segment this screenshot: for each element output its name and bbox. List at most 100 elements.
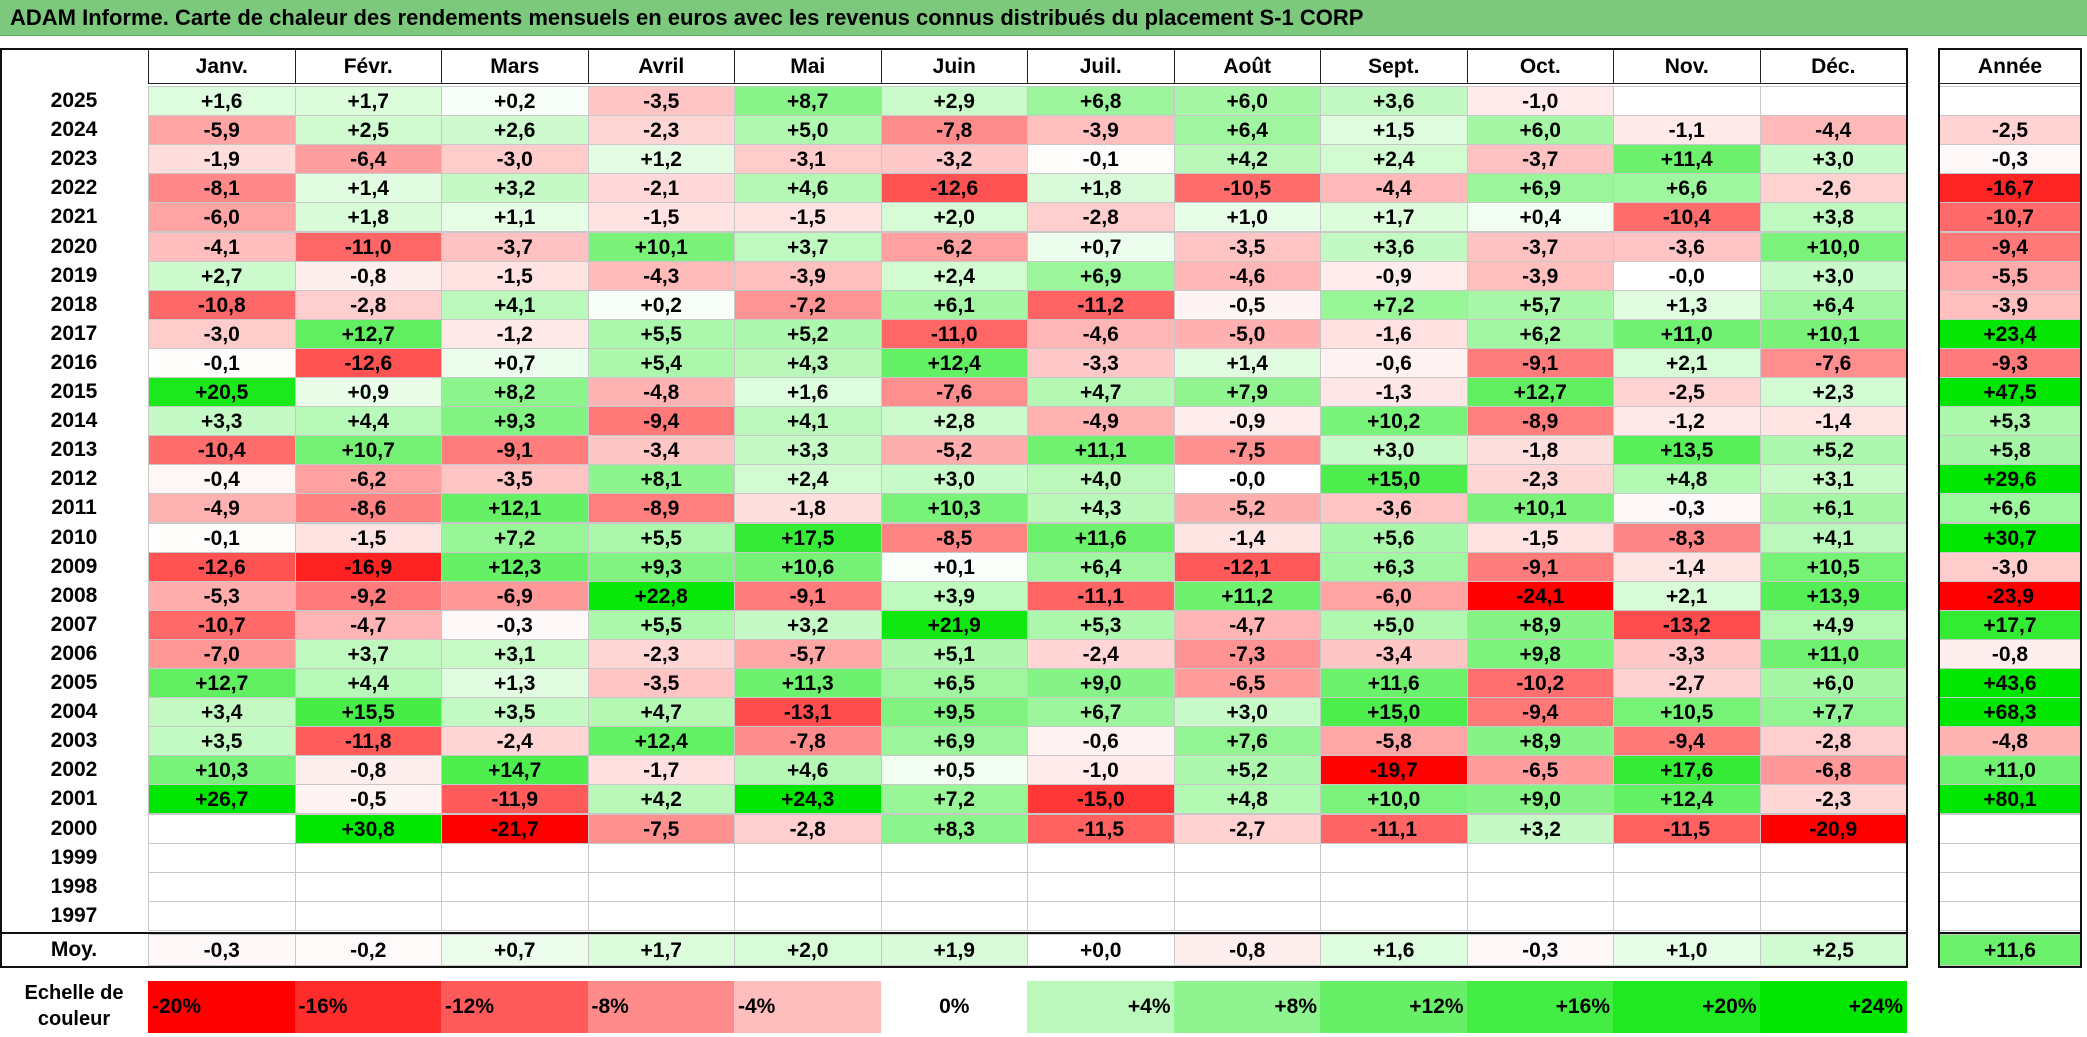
year-label: 2020 <box>50 234 98 258</box>
color-scale-step: +4% <box>1027 981 1175 1033</box>
heatmap-cell: +6,0 <box>1466 115 1614 146</box>
heatmap-cell: -11,5 <box>1613 813 1761 844</box>
heatmap-cell: +1,0 <box>1173 202 1321 233</box>
heatmap-cell: +3,0 <box>1759 144 1907 175</box>
heatmap-cell: -0,5 <box>1173 289 1321 320</box>
heatmap-cell: -1,7 <box>587 755 735 786</box>
heatmap-cell: -3,7 <box>441 231 589 262</box>
average-label: Moy. <box>50 938 98 961</box>
heatmap-cell: +1,4 <box>294 173 442 204</box>
heatmap-cell: -4,7 <box>294 609 442 640</box>
heatmap-cell: -12,6 <box>148 551 296 582</box>
heatmap-cell: +4,6 <box>734 173 882 204</box>
heatmap-cell <box>1759 900 1907 931</box>
heatmap-cell: +0,7 <box>441 347 589 378</box>
heatmap-cell: -2,6 <box>1759 173 1907 204</box>
heatmap-cell: -1,1 <box>1613 115 1761 146</box>
heatmap-cell <box>734 871 882 902</box>
heatmap-cell: -3,6 <box>1320 493 1468 524</box>
color-scale-step: +20% <box>1613 981 1761 1033</box>
heatmap-cell <box>1759 842 1907 873</box>
heatmap-cell <box>1027 871 1175 902</box>
heatmap-cell: -24,1 <box>1466 580 1614 611</box>
heatmap-cell: -10,4 <box>148 435 296 466</box>
heatmap-cell: +13,5 <box>1613 435 1761 466</box>
heatmap-cell: +4,7 <box>587 697 735 728</box>
heatmap-cell: -10,7 <box>148 609 296 640</box>
year-label: 2011 <box>51 496 97 520</box>
heatmap-cell: +11,0 <box>1613 318 1761 349</box>
heatmap-cell: -5,7 <box>734 638 882 669</box>
heatmap-cell: -2,7 <box>1613 668 1761 699</box>
heatmap-cell: +7,7 <box>1759 697 1907 728</box>
heatmap-cell: +3,0 <box>880 464 1028 495</box>
heatmap-cell: -3,2 <box>880 144 1028 175</box>
heatmap-cell <box>1027 900 1175 931</box>
heatmap-cell: -3,4 <box>587 435 735 466</box>
heatmap-cell: -6,0 <box>1320 580 1468 611</box>
heatmap-cell: -1,8 <box>1466 435 1614 466</box>
heatmap-cell: +10,5 <box>1613 697 1761 728</box>
year-label: 2015 <box>50 380 98 403</box>
year-column-header: Année <box>1938 48 2082 84</box>
color-scale-step: +8% <box>1173 981 1321 1033</box>
heatmap-cell: +10,2 <box>1320 406 1468 437</box>
annual-cell: -0,3 <box>1938 144 2082 175</box>
heatmap-cell: +11,0 <box>1759 638 1907 669</box>
heatmap-cell: -2,7 <box>1173 813 1321 844</box>
heatmap-cell: +3,0 <box>1173 697 1321 728</box>
heatmap-cell: -6,0 <box>148 202 296 233</box>
heatmap-cell: +4,0 <box>1027 464 1175 495</box>
heatmap-cell: -11,5 <box>1027 813 1175 844</box>
heatmap-cell: +1,8 <box>1027 173 1175 204</box>
heatmap-cell: +12,7 <box>148 668 296 699</box>
page-title: ADAM Informe. Carte de chaleur des rende… <box>0 0 2087 36</box>
heatmap-cell: -9,4 <box>1613 726 1761 757</box>
annual-cell: -5,5 <box>1938 260 2082 291</box>
annual-cell: +17,7 <box>1938 609 2082 640</box>
heatmap-cell: +2,6 <box>441 115 589 146</box>
heatmap-cell: +6,3 <box>1320 551 1468 582</box>
heatmap-cell: -2,4 <box>1027 638 1175 669</box>
heatmap-cell: +7,2 <box>441 522 589 553</box>
heatmap-cell: -8,5 <box>880 522 1028 553</box>
heatmap-cell: -3,1 <box>734 144 882 175</box>
annual-cell: +30,7 <box>1938 522 2082 553</box>
heatmap-cell: +5,4 <box>587 347 735 378</box>
year-label: 1998 <box>50 874 98 898</box>
heatmap-cell: +3,1 <box>441 638 589 669</box>
heatmap-cell: +12,3 <box>441 551 589 582</box>
heatmap-cell: +7,2 <box>880 784 1028 815</box>
annual-cell: +47,5 <box>1938 377 2082 408</box>
annual-cell: +68,3 <box>1938 697 2082 728</box>
heatmap-cell: +6,6 <box>1613 173 1761 204</box>
annual-cell: +5,3 <box>1938 406 2082 437</box>
heatmap-cell: -6,8 <box>1759 755 1907 786</box>
heatmap-cell: +6,1 <box>880 289 1028 320</box>
heatmap-cell: +9,0 <box>1466 784 1614 815</box>
heatmap-cell: +26,7 <box>148 784 296 815</box>
heatmap-cell <box>1613 871 1761 902</box>
color-scale-label: Echelle de couleur <box>0 980 148 1036</box>
heatmap-cell: -5,9 <box>148 115 296 146</box>
average-cell: +2,5 <box>1759 934 1907 966</box>
heatmap-cell: +4,4 <box>294 406 442 437</box>
heatmap-cell <box>1173 871 1321 902</box>
heatmap-cell: +7,6 <box>1173 726 1321 757</box>
heatmap-cell: -3,3 <box>1027 347 1175 378</box>
heatmap-cell: -0,3 <box>441 609 589 640</box>
heatmap-cell: +17,6 <box>1613 755 1761 786</box>
heatmap-cell: +2,1 <box>1613 347 1761 378</box>
heatmap-cell: -7,3 <box>1173 638 1321 669</box>
heatmap-cell: -9,2 <box>294 580 442 611</box>
annual-cell: -10,7 <box>1938 202 2082 233</box>
heatmap-cell <box>441 842 589 873</box>
heatmap-cell: -4,9 <box>148 493 296 524</box>
heatmap-cell: -3,0 <box>441 144 589 175</box>
heatmap-cell: -11,8 <box>294 726 442 757</box>
year-label: 2006 <box>50 641 98 665</box>
color-scale-step: -16% <box>294 981 442 1033</box>
heatmap-cell: -7,2 <box>734 289 882 320</box>
heatmap-cell: +0,2 <box>587 289 735 320</box>
heatmap-cell: +5,2 <box>1759 435 1907 466</box>
